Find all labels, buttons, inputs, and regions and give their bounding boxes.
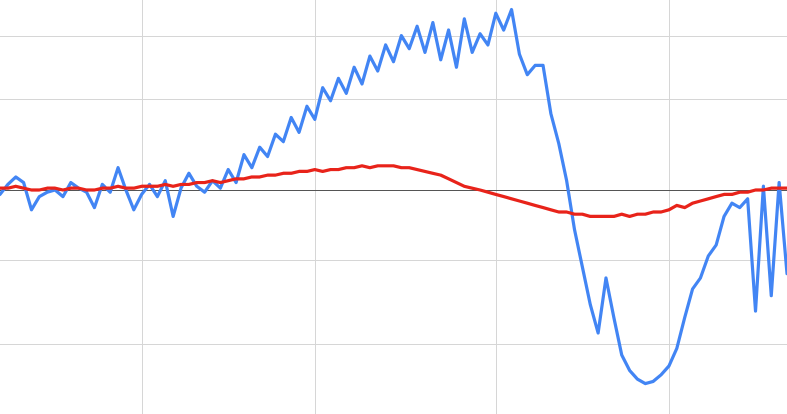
horizontal-gridlines xyxy=(0,36,787,345)
data-series-group xyxy=(0,7,787,386)
series-line-blue-series xyxy=(0,7,787,386)
vertical-gridlines xyxy=(142,0,670,414)
series-line-red-series xyxy=(0,164,787,218)
